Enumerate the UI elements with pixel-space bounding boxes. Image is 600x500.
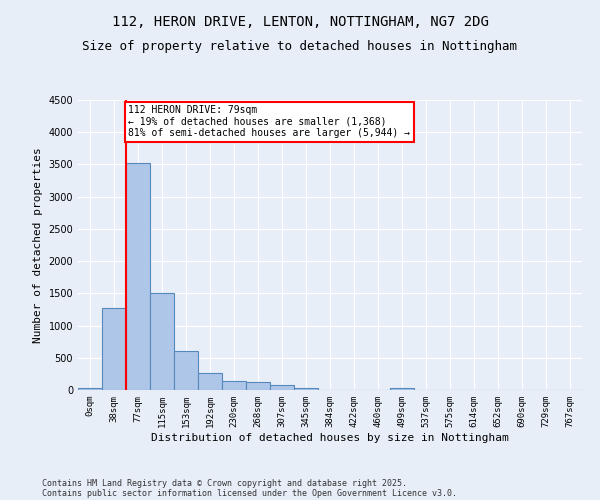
- Text: Contains public sector information licensed under the Open Government Licence v3: Contains public sector information licen…: [42, 488, 457, 498]
- Bar: [78, 388, 102, 390]
- Text: Contains HM Land Registry data © Crown copyright and database right 2025.: Contains HM Land Registry data © Crown c…: [42, 478, 407, 488]
- Bar: [126, 162, 150, 390]
- Bar: [174, 352, 198, 390]
- Y-axis label: Number of detached properties: Number of detached properties: [33, 147, 43, 343]
- Text: Size of property relative to detached houses in Nottingham: Size of property relative to detached ho…: [83, 40, 517, 53]
- Text: 112 HERON DRIVE: 79sqm
← 19% of detached houses are smaller (1,368)
81% of semi-: 112 HERON DRIVE: 79sqm ← 19% of detached…: [128, 105, 410, 138]
- Bar: [270, 385, 294, 390]
- Bar: [246, 382, 270, 390]
- Text: 112, HERON DRIVE, LENTON, NOTTINGHAM, NG7 2DG: 112, HERON DRIVE, LENTON, NOTTINGHAM, NG…: [112, 15, 488, 29]
- Bar: [102, 308, 126, 390]
- Bar: [390, 388, 414, 390]
- Bar: [294, 388, 318, 390]
- Bar: [222, 381, 246, 390]
- Bar: [150, 294, 174, 390]
- X-axis label: Distribution of detached houses by size in Nottingham: Distribution of detached houses by size …: [151, 432, 509, 442]
- Bar: [198, 373, 222, 390]
